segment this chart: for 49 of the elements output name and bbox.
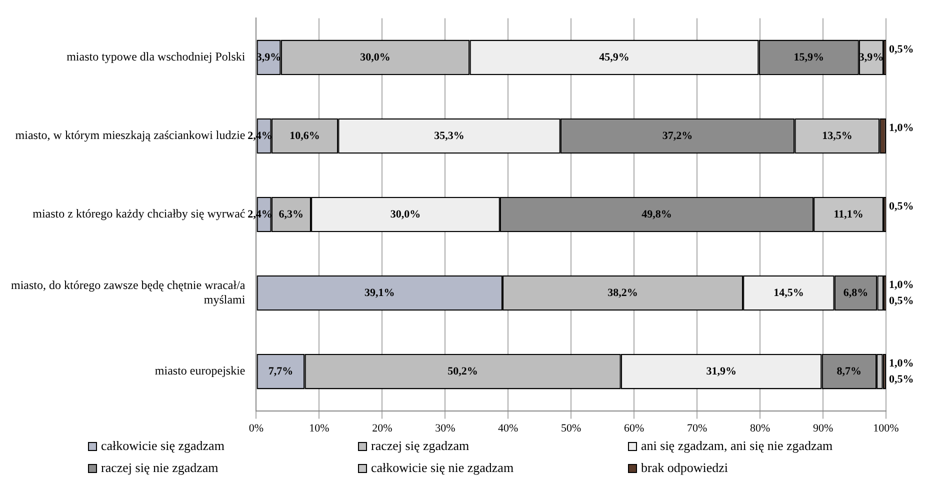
x-tick-label: 0% — [248, 422, 264, 434]
data-label: 1,0% — [889, 122, 914, 134]
x-tick-label: 80% — [750, 422, 770, 434]
legend-label: brak odpowiedzi — [641, 460, 728, 476]
data-label: 1,0% — [889, 278, 914, 291]
x-tick-label: 70% — [686, 422, 708, 434]
x-tick-label: 40% — [498, 422, 518, 434]
data-label: 0,5% — [889, 43, 914, 56]
x-tick-label: 90% — [812, 422, 834, 434]
x-tick-label: 100% — [873, 422, 899, 434]
data-label: 3,9% — [858, 51, 884, 64]
x-tick-label: 30% — [435, 422, 456, 434]
legend-label: ani się zgadzam, ani się nie zgadzam — [641, 438, 833, 454]
legend-label: całkowicie się nie zgadzam — [371, 460, 514, 476]
data-label: 39,1% — [364, 286, 395, 299]
data-label: 0,5% — [889, 373, 914, 386]
y-tick-label: miasto z którego każdy chciałby się wyrwać — [32, 206, 246, 221]
data-label: 13,5% — [822, 130, 852, 142]
data-label: 14,5% — [774, 286, 804, 299]
data-label: 30,0% — [360, 51, 390, 64]
data-label: 6,3% — [278, 208, 304, 220]
data-label: 6,8% — [843, 286, 868, 299]
x-tick-label: 20% — [372, 422, 392, 434]
legend-label: całkowicie się zgadzam — [101, 438, 224, 454]
x-tick-label: 10% — [309, 422, 330, 434]
x-tick-label: 60% — [624, 422, 644, 434]
data-label: 1,0% — [889, 357, 914, 370]
y-tick-label: miasto typowe dla wschodniej Polski — [66, 50, 246, 64]
y-tick-label: miasto, do którego zawsze będę chętnie wracał/a myślami — [10, 278, 246, 306]
legend-label: raczej się nie zgadzam — [101, 460, 218, 476]
data-label: 37,2% — [662, 130, 693, 142]
data-label: 8,7% — [836, 365, 862, 378]
data-label: 49,8% — [642, 208, 672, 220]
data-label: 10,6% — [290, 130, 320, 142]
data-label: 0,5% — [889, 294, 914, 307]
legend-label: raczej się zgadzam — [371, 438, 470, 454]
data-label: 15,9% — [794, 51, 824, 64]
data-label: 0,5% — [889, 200, 914, 212]
y-tick-label: miasto, w którym mieszkają zaściankowi ludzie — [15, 128, 246, 142]
data-label: 11,1% — [834, 208, 864, 220]
data-label: 50,2% — [448, 365, 478, 378]
data-label: 38,2% — [608, 286, 638, 299]
data-label: 45,9% — [599, 51, 630, 64]
data-label: 35,3% — [434, 130, 464, 142]
data-label: 31,9% — [706, 365, 736, 378]
y-tick-label: miasto europejskie — [154, 364, 246, 378]
x-tick-label: 50% — [561, 422, 582, 434]
data-label: 30,0% — [390, 208, 421, 220]
data-label: 7,7% — [268, 365, 294, 378]
